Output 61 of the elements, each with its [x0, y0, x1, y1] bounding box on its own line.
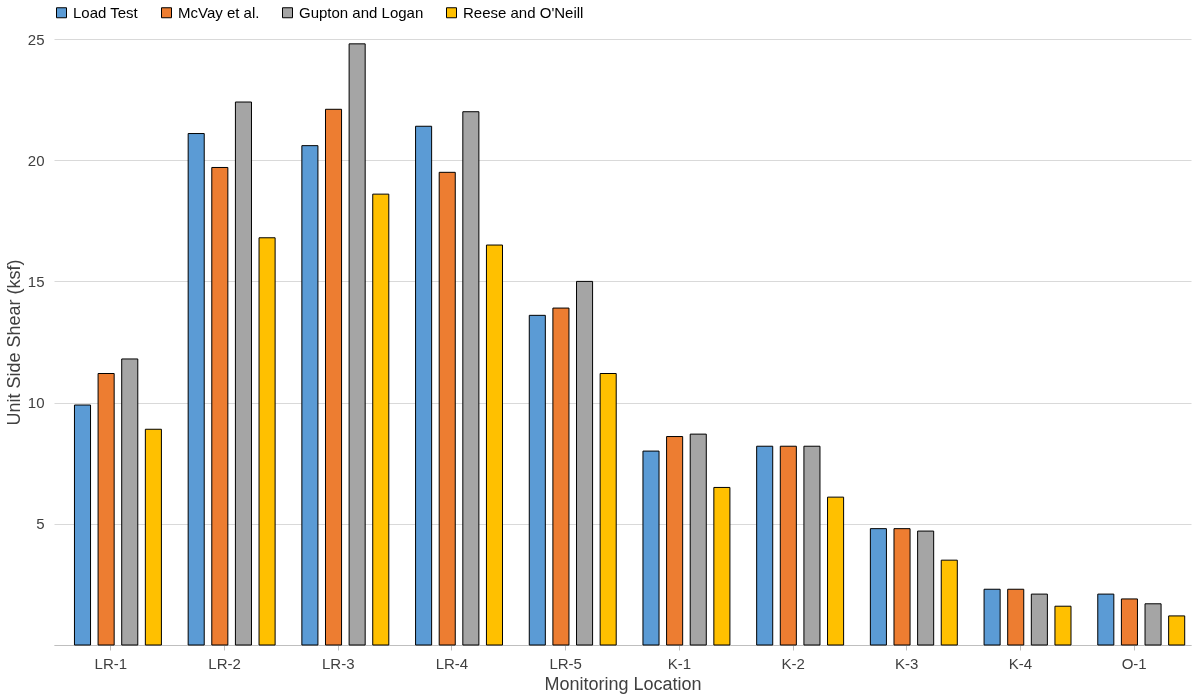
- y-tick-label: 10: [27, 394, 45, 412]
- bar: [1144, 603, 1162, 646]
- bar: [1007, 588, 1025, 646]
- legend-label: Reese and O'Neill: [463, 3, 584, 21]
- x-tick-label: K-4: [1008, 654, 1033, 672]
- x-tick-label: K-1: [667, 654, 692, 672]
- bar: [689, 433, 707, 646]
- bar: [187, 133, 205, 646]
- x-tick-label: LR-3: [321, 654, 355, 672]
- bar: [917, 530, 935, 646]
- bar: [1054, 605, 1072, 646]
- bar: [1030, 593, 1048, 646]
- bar: [234, 101, 252, 646]
- bar: [1097, 593, 1115, 646]
- y-axis-title: Unit Side Shear (ksf): [3, 259, 24, 426]
- bar: [301, 145, 319, 646]
- x-tick-label: LR-1: [94, 654, 128, 672]
- bar: [211, 166, 229, 646]
- bar: [713, 486, 731, 646]
- bar: [121, 358, 139, 646]
- x-tick-label: LR-5: [549, 654, 582, 672]
- bar: [642, 450, 660, 646]
- legend-label: Gupton and Logan: [299, 3, 424, 21]
- bar: [1168, 615, 1186, 646]
- bar: [756, 445, 774, 646]
- y-tick-label: 20: [27, 151, 45, 169]
- bar: [552, 307, 570, 646]
- bar: [462, 111, 480, 646]
- x-tick-label: K-2: [781, 654, 805, 672]
- legend-label: McVay et al.: [178, 3, 260, 21]
- x-axis-title: Monitoring Location: [544, 673, 702, 694]
- legend-label: Load Test: [73, 3, 139, 21]
- bar: [803, 445, 821, 646]
- bar: [438, 171, 456, 646]
- bar: [372, 193, 390, 646]
- x-tick-label: LR-2: [208, 654, 241, 672]
- bar: [1120, 598, 1138, 646]
- bar: [576, 280, 594, 646]
- bar: [415, 125, 433, 646]
- bar: [869, 528, 887, 646]
- bar: [144, 428, 162, 646]
- bar: [983, 588, 1001, 646]
- bar: [528, 314, 546, 646]
- bar: [893, 528, 911, 646]
- bar: [324, 108, 343, 646]
- bar: [666, 436, 684, 646]
- x-tick-label: O-1: [1121, 654, 1147, 672]
- bar: [97, 373, 115, 646]
- bar: [485, 244, 504, 646]
- y-tick-label: 25: [27, 30, 45, 48]
- y-tick-label: 15: [27, 272, 45, 290]
- bar: [73, 404, 92, 646]
- x-tick-label: LR-4: [435, 654, 469, 672]
- bar: [940, 559, 958, 646]
- bar: [348, 43, 366, 646]
- bar: [258, 237, 276, 646]
- bar: [827, 496, 845, 646]
- bar: [599, 373, 617, 646]
- y-tick-label: 5: [36, 515, 45, 533]
- bar: [779, 445, 797, 646]
- x-tick-label: K-3: [895, 654, 919, 672]
